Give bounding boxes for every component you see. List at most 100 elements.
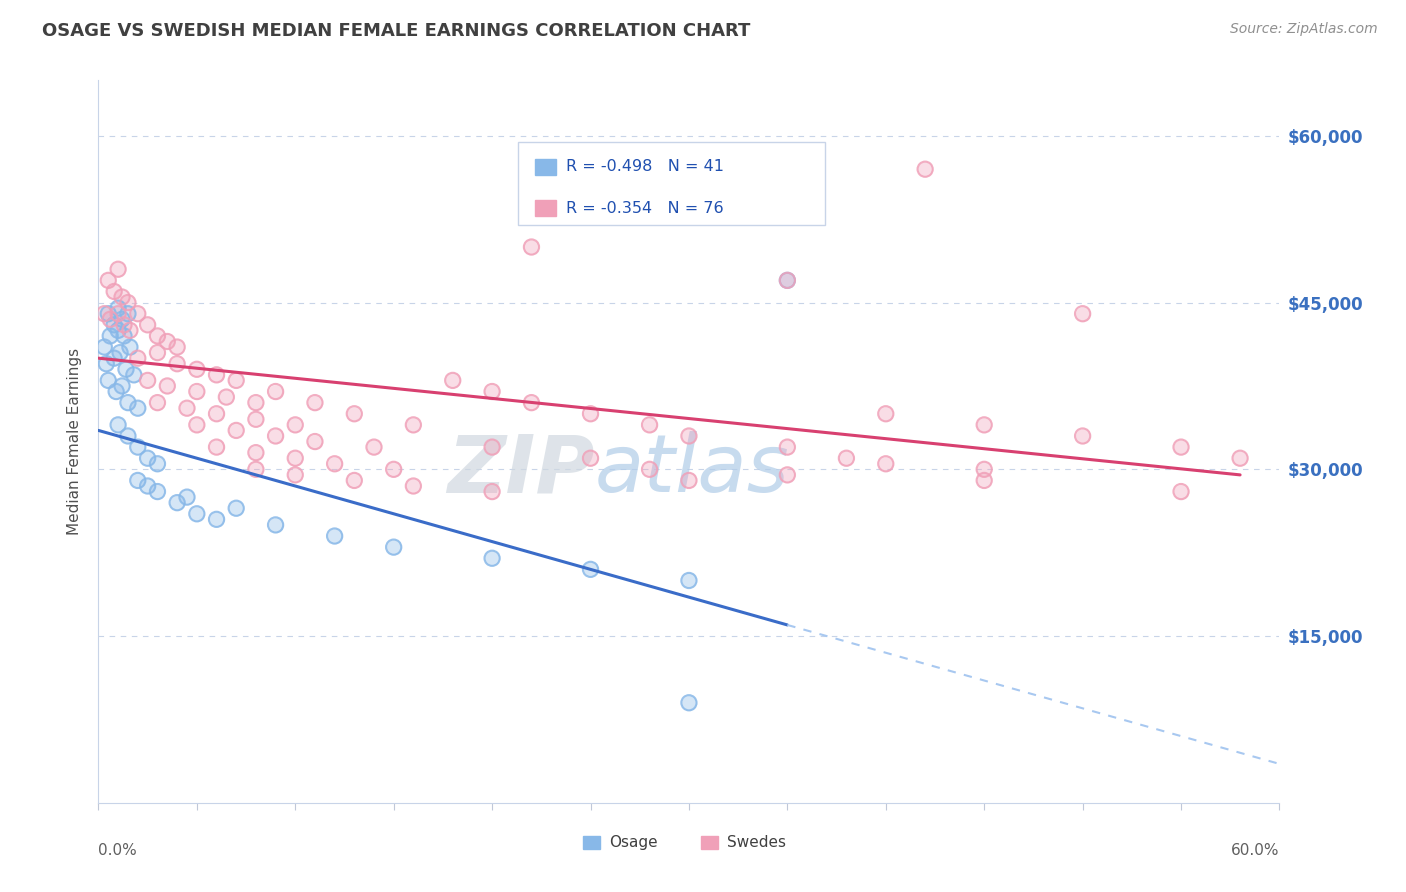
Point: [127, 351, 149, 366]
Point: [205, 440, 228, 454]
Point: [117, 307, 139, 321]
Point: [678, 574, 700, 588]
Point: [520, 395, 543, 409]
Point: [93, 340, 115, 354]
Point: [638, 462, 661, 476]
Point: [103, 351, 125, 366]
Point: [146, 484, 169, 499]
Point: [264, 429, 287, 443]
Point: [323, 529, 346, 543]
Point: [973, 417, 995, 432]
Point: [117, 307, 139, 321]
Point: [118, 340, 141, 354]
Point: [343, 474, 366, 488]
Point: [264, 384, 287, 399]
Point: [1229, 451, 1251, 466]
Point: [776, 467, 799, 482]
Point: [284, 417, 307, 432]
Point: [111, 379, 134, 393]
Point: [579, 407, 602, 421]
Bar: [536, 159, 557, 175]
Text: atlas: atlas: [595, 432, 789, 509]
Point: [107, 262, 129, 277]
Point: [112, 329, 135, 343]
Point: [835, 451, 858, 466]
Point: [225, 424, 247, 438]
Point: [205, 407, 228, 421]
Point: [579, 562, 602, 576]
Point: [304, 434, 326, 449]
Point: [776, 467, 799, 482]
Point: [111, 312, 134, 326]
Point: [402, 479, 425, 493]
Point: [146, 329, 169, 343]
Point: [107, 307, 129, 321]
Point: [1229, 451, 1251, 466]
Point: [205, 440, 228, 454]
Point: [1170, 440, 1192, 454]
Point: [136, 451, 159, 466]
Point: [186, 507, 208, 521]
Bar: [536, 200, 557, 216]
Point: [776, 440, 799, 454]
Point: [97, 307, 120, 321]
Point: [93, 307, 115, 321]
Point: [127, 401, 149, 416]
Point: [973, 462, 995, 476]
Point: [107, 323, 129, 337]
Point: [205, 512, 228, 526]
Point: [343, 407, 366, 421]
Point: [264, 517, 287, 532]
Point: [105, 384, 128, 399]
Point: [225, 501, 247, 516]
Point: [264, 384, 287, 399]
Point: [115, 362, 138, 376]
Point: [136, 373, 159, 387]
Point: [127, 307, 149, 321]
Point: [875, 407, 897, 421]
Point: [441, 373, 464, 387]
Point: [1071, 307, 1094, 321]
Point: [579, 451, 602, 466]
Point: [108, 345, 131, 359]
Point: [481, 384, 503, 399]
Point: [111, 312, 134, 326]
Point: [1071, 429, 1094, 443]
Point: [304, 395, 326, 409]
Point: [245, 395, 267, 409]
Point: [323, 457, 346, 471]
Point: [382, 462, 405, 476]
Point: [245, 445, 267, 459]
Point: [117, 295, 139, 310]
Point: [520, 240, 543, 254]
Point: [973, 462, 995, 476]
Point: [136, 479, 159, 493]
Point: [117, 395, 139, 409]
Point: [520, 240, 543, 254]
Point: [156, 334, 179, 349]
Point: [1071, 429, 1094, 443]
Point: [166, 496, 188, 510]
Point: [127, 440, 149, 454]
Point: [225, 501, 247, 516]
Point: [136, 318, 159, 332]
Point: [97, 373, 120, 387]
Point: [678, 696, 700, 710]
Point: [638, 417, 661, 432]
Point: [98, 312, 121, 326]
Point: [245, 462, 267, 476]
Point: [117, 395, 139, 409]
Point: [136, 373, 159, 387]
Point: [875, 457, 897, 471]
Point: [146, 395, 169, 409]
Point: [225, 373, 247, 387]
Point: [205, 368, 228, 382]
Point: [98, 329, 121, 343]
Point: [402, 417, 425, 432]
Point: [146, 457, 169, 471]
Point: [579, 407, 602, 421]
Point: [166, 357, 188, 371]
Point: [245, 412, 267, 426]
Point: [579, 562, 602, 576]
Point: [678, 429, 700, 443]
